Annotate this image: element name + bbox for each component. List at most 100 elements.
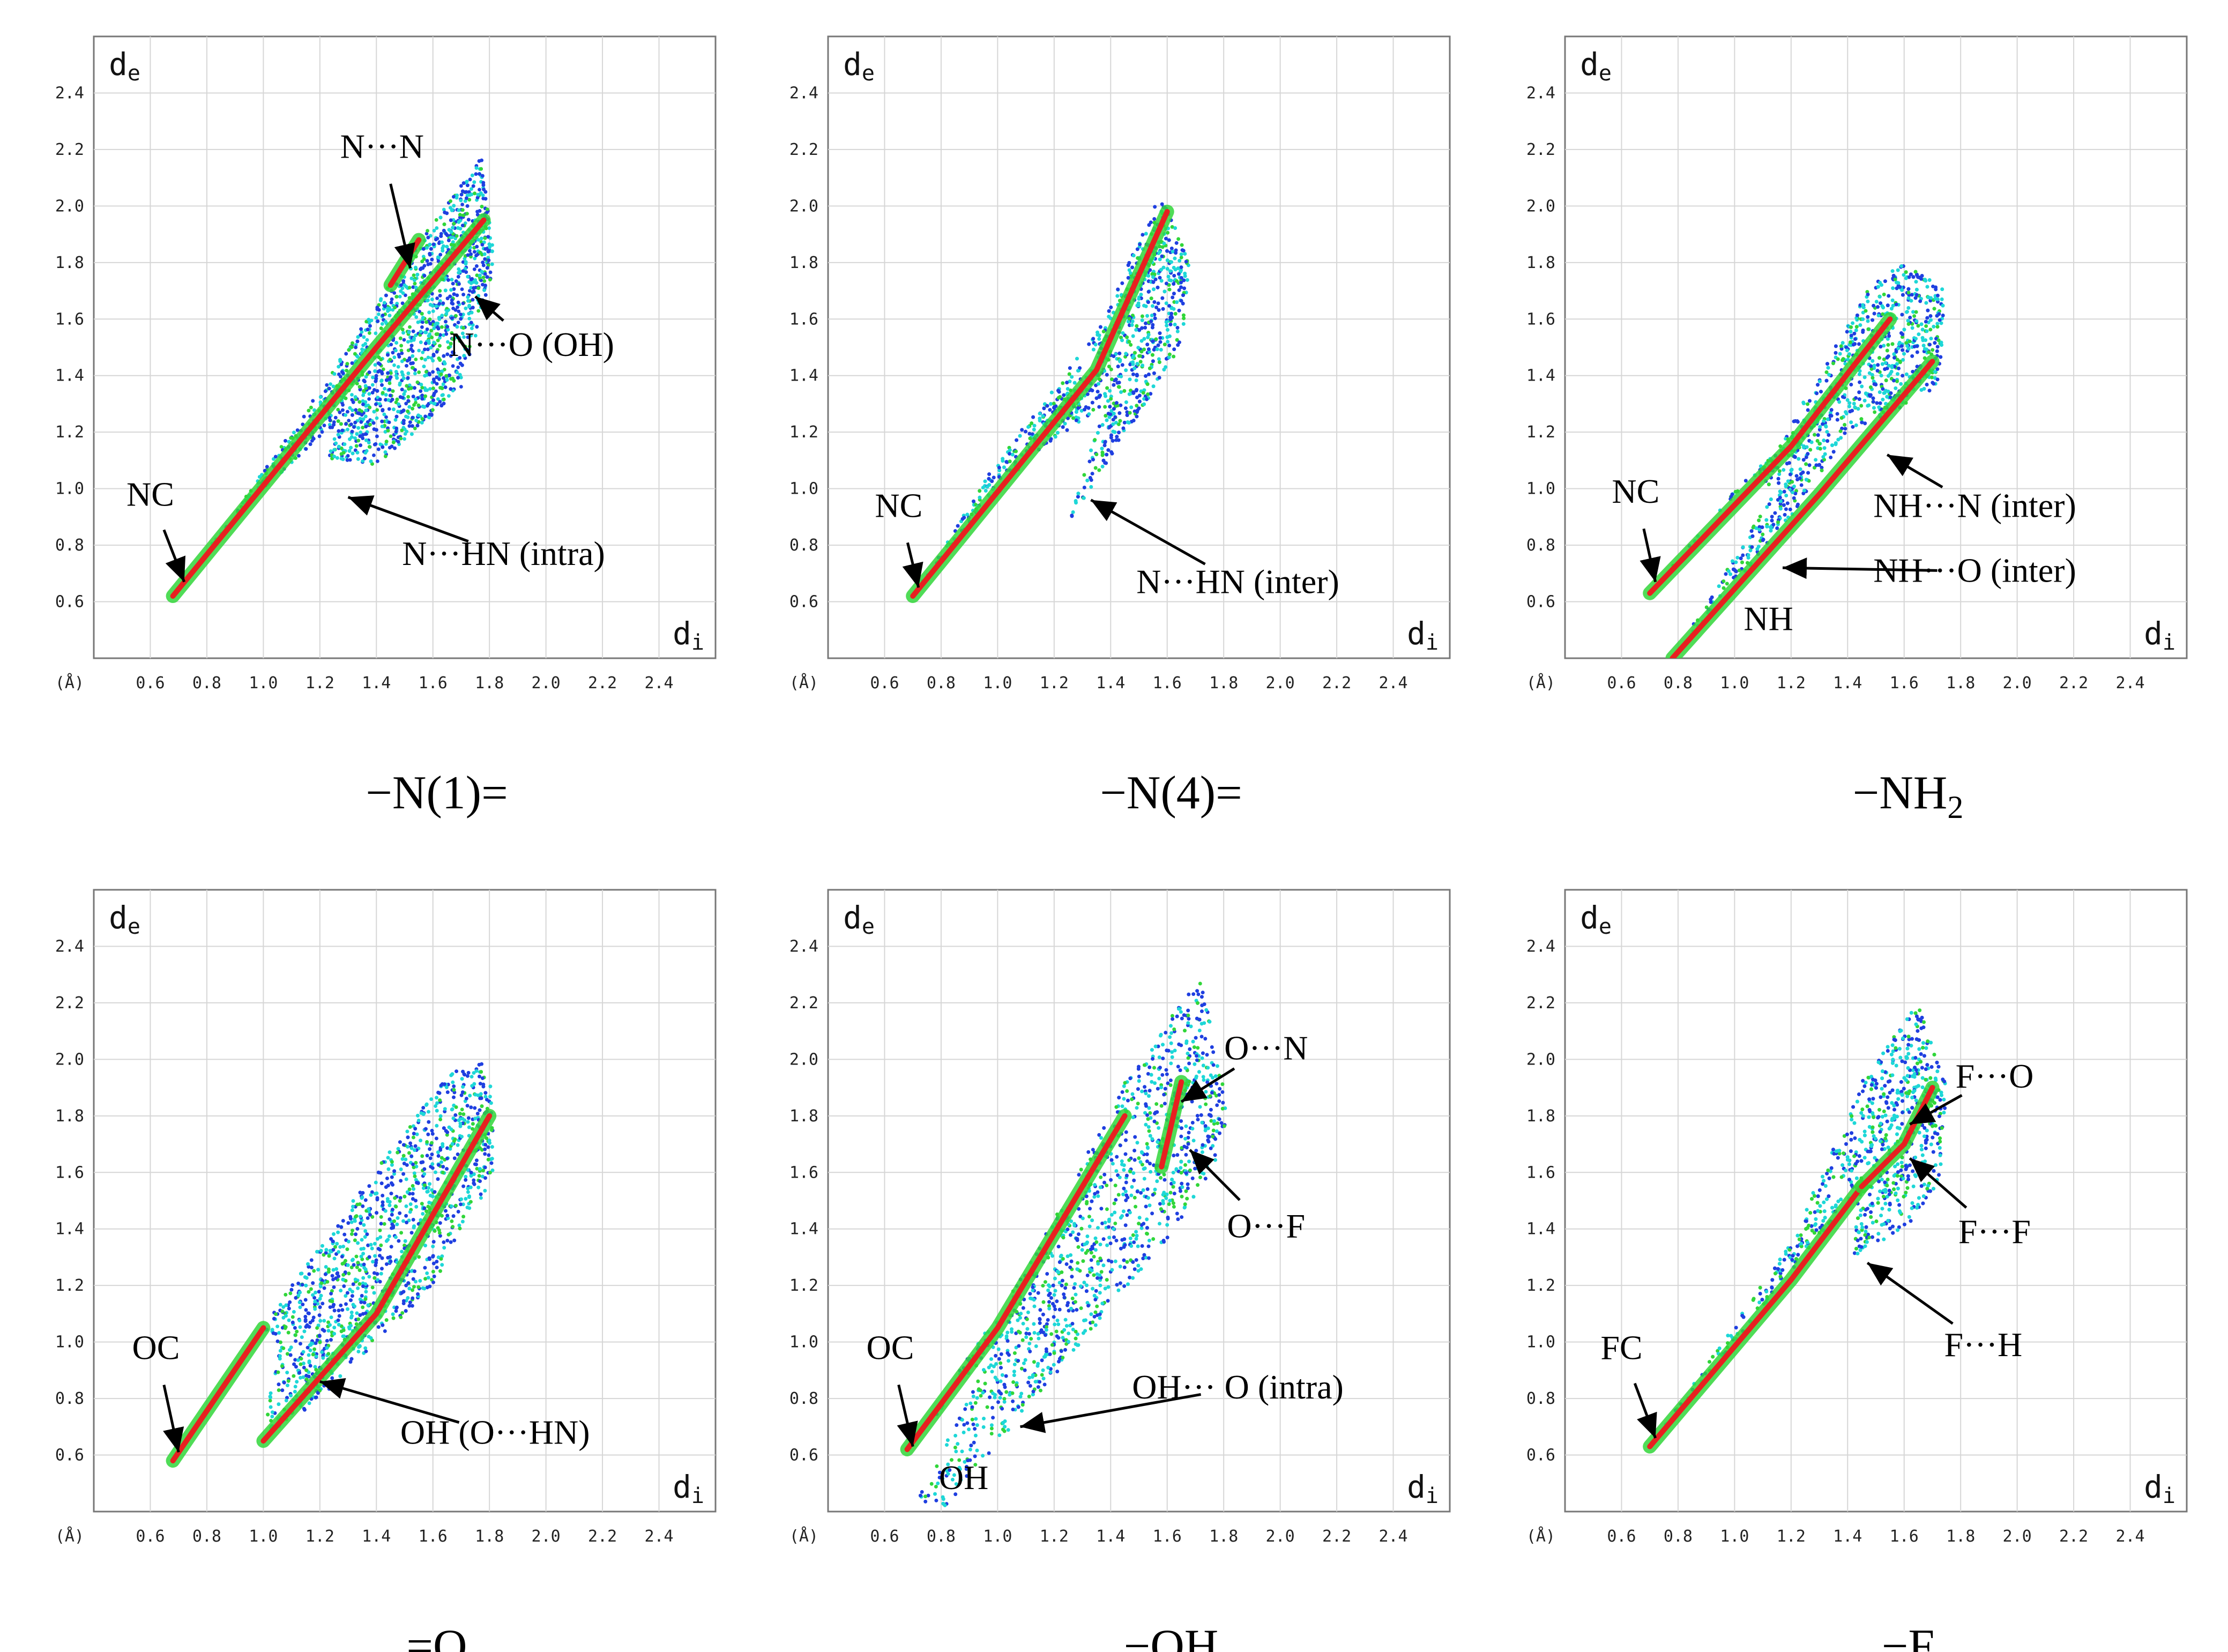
scatter-point <box>1179 299 1183 303</box>
scatter-point <box>1072 381 1077 385</box>
scatter-point <box>384 398 388 402</box>
scatter-point <box>420 325 424 329</box>
panel-n4: 0.60.60.80.81.01.01.21.21.41.41.61.61.81… <box>789 35 1451 819</box>
scatter-point <box>413 371 417 376</box>
scatter-point <box>477 159 481 163</box>
scatter-point <box>442 397 446 401</box>
scatter-point <box>307 408 311 413</box>
scatter-point <box>1181 249 1186 253</box>
scatter-point <box>1068 379 1072 383</box>
scatter-point <box>437 302 442 306</box>
tick-label-x: 1.4 <box>1096 674 1125 693</box>
scatter-point <box>1114 421 1118 425</box>
scatter-point <box>1124 368 1128 373</box>
scatter-point <box>337 364 341 369</box>
scatter-point <box>380 322 384 326</box>
scatter-point <box>482 252 487 256</box>
scatter-point <box>1158 276 1162 280</box>
tick-label-y: 1.4 <box>789 367 818 385</box>
scatter-point <box>403 437 406 441</box>
scatter-point <box>431 319 435 324</box>
scatter-point <box>466 183 470 188</box>
scatter-point <box>402 338 406 342</box>
scatter-point <box>467 198 472 202</box>
scatter-point <box>414 265 418 270</box>
scatter-point <box>472 286 476 290</box>
scatter-point <box>339 452 344 456</box>
scatter-point <box>468 345 472 348</box>
scatter-point <box>978 489 982 493</box>
scatter-point <box>318 395 323 399</box>
scatter-point <box>1165 258 1169 263</box>
scatter-point <box>451 240 455 244</box>
scatter-point <box>363 384 368 388</box>
scatter-point <box>1156 343 1160 347</box>
scatter-point <box>449 199 452 203</box>
scatter-point <box>371 375 375 379</box>
scatter-point <box>1122 389 1127 393</box>
annotation-arrow <box>474 295 504 322</box>
scatter-point <box>451 226 455 230</box>
scatter-point <box>1144 321 1148 325</box>
scatter-point <box>444 319 448 324</box>
scatter-point <box>1141 391 1145 395</box>
scatter-point <box>1175 338 1179 342</box>
scatter-point <box>399 289 403 293</box>
scatter-point <box>454 234 459 238</box>
scatter-point <box>1134 378 1138 382</box>
panel-title: −N(1)= <box>366 767 508 819</box>
scatter-point <box>459 192 464 197</box>
scatter-point <box>381 367 385 371</box>
scatter-point <box>323 389 327 393</box>
scatter-point <box>451 376 454 381</box>
scatter-point <box>413 368 417 372</box>
scatter-point <box>381 445 385 449</box>
scatter-point <box>1068 414 1072 418</box>
scatter-point <box>1142 347 1146 352</box>
scatter-point <box>1149 392 1153 396</box>
scatter-point <box>341 403 345 407</box>
scatter-point <box>351 413 354 417</box>
scatter-point <box>422 405 427 409</box>
scatter-point <box>482 188 486 191</box>
scatter-point <box>1138 399 1142 404</box>
scatter-point <box>364 404 368 408</box>
scatter-point <box>400 388 404 391</box>
scatter-point <box>380 383 384 387</box>
scatter-point <box>483 236 487 240</box>
scatter-point <box>391 389 395 393</box>
scatter-point <box>1048 408 1052 412</box>
scatter-point <box>375 428 378 432</box>
scatter-point <box>377 312 381 316</box>
scatter-point <box>411 354 415 358</box>
scatter-point <box>439 372 443 376</box>
scatter-point <box>1061 381 1065 385</box>
scatter-point <box>364 408 368 412</box>
scatter-point <box>387 420 391 425</box>
scatter-point <box>1158 331 1162 335</box>
scatter-point <box>429 400 433 405</box>
scatter-point <box>1119 375 1123 378</box>
scatter-point <box>1117 422 1121 426</box>
scatter-point <box>1158 340 1163 344</box>
scatter-point <box>365 338 369 342</box>
scatter-point <box>471 290 475 294</box>
scatter-point <box>351 341 354 345</box>
scatter-point <box>356 426 360 430</box>
scatter-point <box>336 433 340 437</box>
scatter-point <box>445 378 449 382</box>
scatter-point <box>430 303 435 308</box>
scatter-point <box>390 397 394 401</box>
scatter-point <box>1182 316 1186 321</box>
scatter-point <box>387 407 391 411</box>
scatter-point <box>332 437 337 441</box>
scatter-point <box>1122 421 1127 425</box>
scatter-point <box>487 226 491 230</box>
scatter-point <box>1178 259 1182 263</box>
scatter-point <box>392 407 396 412</box>
scatter-point <box>366 328 370 332</box>
scatter-point <box>480 243 485 247</box>
scatter-point <box>1129 389 1133 392</box>
scatter-point <box>1158 360 1161 364</box>
scatter-point <box>374 377 378 381</box>
